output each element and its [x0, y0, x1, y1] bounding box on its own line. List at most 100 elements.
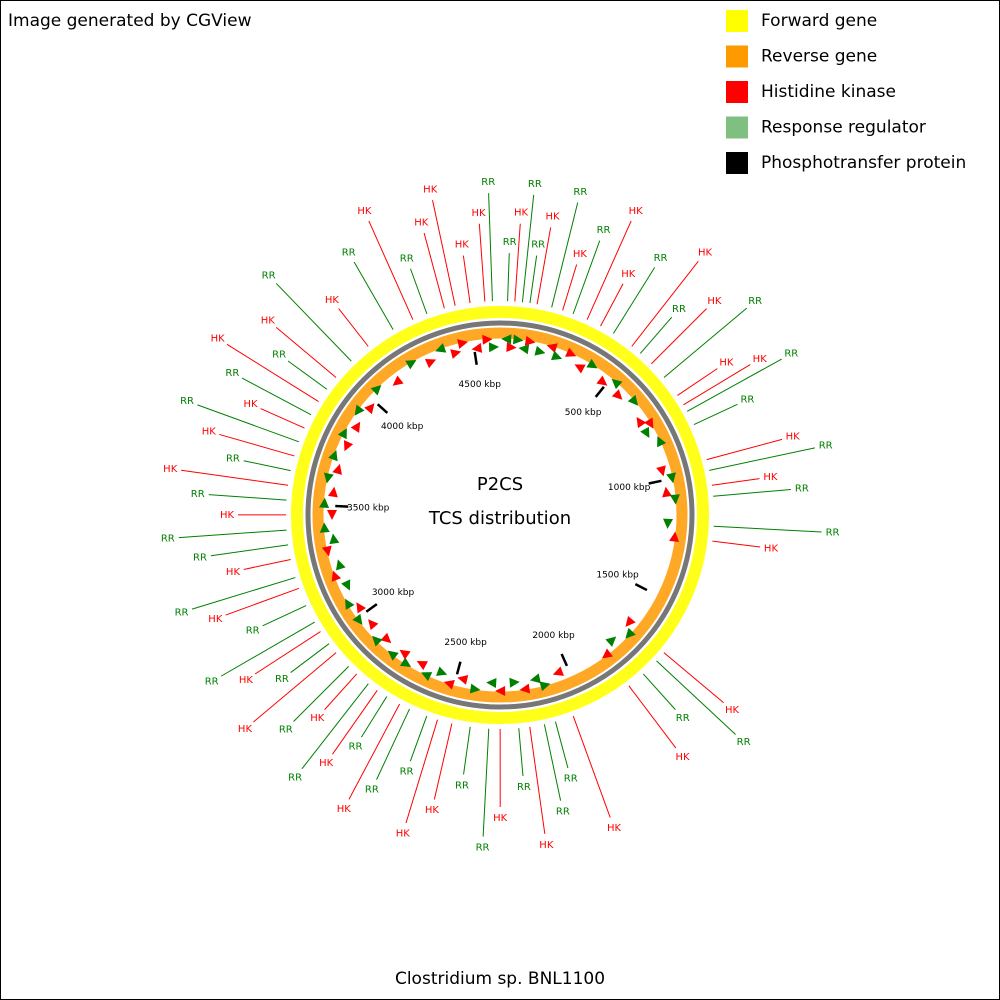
- feature-connector: [463, 726, 471, 775]
- scale-label: 2000 kbp: [532, 631, 575, 641]
- feature-label: RR: [349, 742, 363, 753]
- feature-label: RR: [288, 773, 302, 784]
- feature-label: RR: [517, 782, 531, 793]
- center-title: P2CS: [477, 474, 523, 495]
- feature-label: RR: [365, 785, 379, 796]
- feature-label: RR: [193, 552, 207, 563]
- feature-arrow: [529, 673, 541, 684]
- feature-connector: [287, 360, 328, 390]
- feature-label: RR: [246, 626, 260, 637]
- feature-connector: [219, 433, 295, 457]
- organism: Clostridium sp. BNL1100: [395, 969, 605, 989]
- feature-connector: [178, 529, 287, 539]
- scale-tick: [376, 403, 389, 414]
- feature-label: HK: [629, 206, 644, 217]
- feature-arrow: [509, 677, 520, 688]
- feature-label: RR: [272, 350, 286, 361]
- feature-label: HK: [337, 804, 352, 815]
- feature-arrow: [392, 375, 404, 386]
- feature-label: HK: [455, 240, 470, 251]
- feature-label: RR: [826, 528, 840, 539]
- feature-arrow: [669, 494, 680, 505]
- feature-label: RR: [180, 396, 194, 407]
- feature-connector: [639, 316, 673, 354]
- feature-label: HK: [310, 713, 325, 724]
- feature-arrow: [486, 678, 497, 689]
- feature-arrow: [539, 681, 551, 692]
- feature-arrow: [657, 436, 667, 448]
- feature-label: RR: [262, 271, 276, 282]
- feature-label: HK: [319, 758, 334, 769]
- forward-gene-track: [291, 306, 709, 724]
- feature-arrow: [350, 421, 361, 433]
- feature-arrow: [605, 636, 617, 647]
- feature-arrow: [319, 522, 330, 533]
- feature-arrow: [319, 497, 330, 509]
- feature-label: RR: [481, 177, 495, 188]
- scale-tick: [335, 504, 349, 508]
- feature-label: RR: [226, 453, 240, 464]
- feature-label: RR: [654, 253, 668, 264]
- scale-tick: [455, 661, 462, 675]
- feature-label: RR: [503, 237, 517, 248]
- feature-arrow: [506, 342, 517, 353]
- feature-label: RR: [528, 179, 542, 190]
- feature-label: RR: [676, 713, 690, 724]
- scale-tick: [560, 653, 569, 667]
- feature-arrow: [356, 602, 367, 614]
- feature-connector: [507, 253, 510, 302]
- feature-label: HK: [220, 510, 235, 521]
- feature-arrow: [370, 384, 382, 396]
- feature-connector: [713, 488, 791, 497]
- feature-arrow: [524, 335, 536, 346]
- feature-arrow: [380, 632, 392, 644]
- feature-label: HK: [546, 212, 561, 223]
- scale-tick: [594, 386, 605, 398]
- feature-connector: [290, 643, 330, 673]
- legend-swatch: [726, 10, 748, 32]
- feature-connector: [656, 660, 736, 735]
- legend-swatch: [726, 45, 748, 68]
- feature-arrow: [469, 683, 481, 694]
- feature-connector: [663, 652, 724, 704]
- feature-label: RR: [564, 774, 578, 785]
- feature-arrow: [336, 559, 346, 571]
- feature-arrow: [399, 657, 412, 667]
- feature-label: HK: [675, 752, 690, 763]
- feature-connector: [713, 525, 822, 533]
- feature-arrow: [586, 358, 598, 369]
- feature-label: RR: [275, 674, 289, 685]
- feature-connector: [243, 558, 291, 570]
- feature-label: HK: [261, 315, 276, 326]
- feature-connector: [536, 227, 552, 305]
- feature-label: RR: [597, 225, 611, 236]
- feature-label: HK: [539, 840, 554, 851]
- feature-connector: [562, 264, 578, 311]
- feature-connector: [572, 715, 611, 818]
- feature-label: HK: [423, 184, 438, 195]
- feature-label: RR: [279, 724, 293, 735]
- feature-label: RR: [342, 248, 356, 259]
- feature-arrow: [663, 518, 674, 529]
- reverse-gene-track: [312, 327, 688, 703]
- feature-label: RR: [573, 187, 587, 198]
- feature-label: HK: [786, 432, 801, 443]
- feature-arrow: [457, 674, 469, 685]
- feature-arrow: [352, 613, 363, 625]
- feature-connector: [554, 721, 569, 769]
- feature-label: HK: [226, 567, 241, 578]
- feature-arrow: [495, 685, 506, 696]
- scale-label: 1500 kbp: [596, 571, 639, 581]
- feature-label: RR: [737, 737, 751, 748]
- feature-connector: [683, 364, 751, 406]
- feature-label: HK: [607, 823, 622, 834]
- feature-label: RR: [740, 395, 754, 406]
- feature-connector: [220, 621, 315, 677]
- feature-connector: [529, 726, 546, 834]
- feature-label: HK: [621, 269, 636, 280]
- feature-arrow: [416, 661, 428, 671]
- feature-label: RR: [191, 489, 205, 500]
- feature-connector: [409, 715, 428, 762]
- feature-label: RR: [161, 533, 175, 544]
- feature-label: RR: [400, 253, 414, 264]
